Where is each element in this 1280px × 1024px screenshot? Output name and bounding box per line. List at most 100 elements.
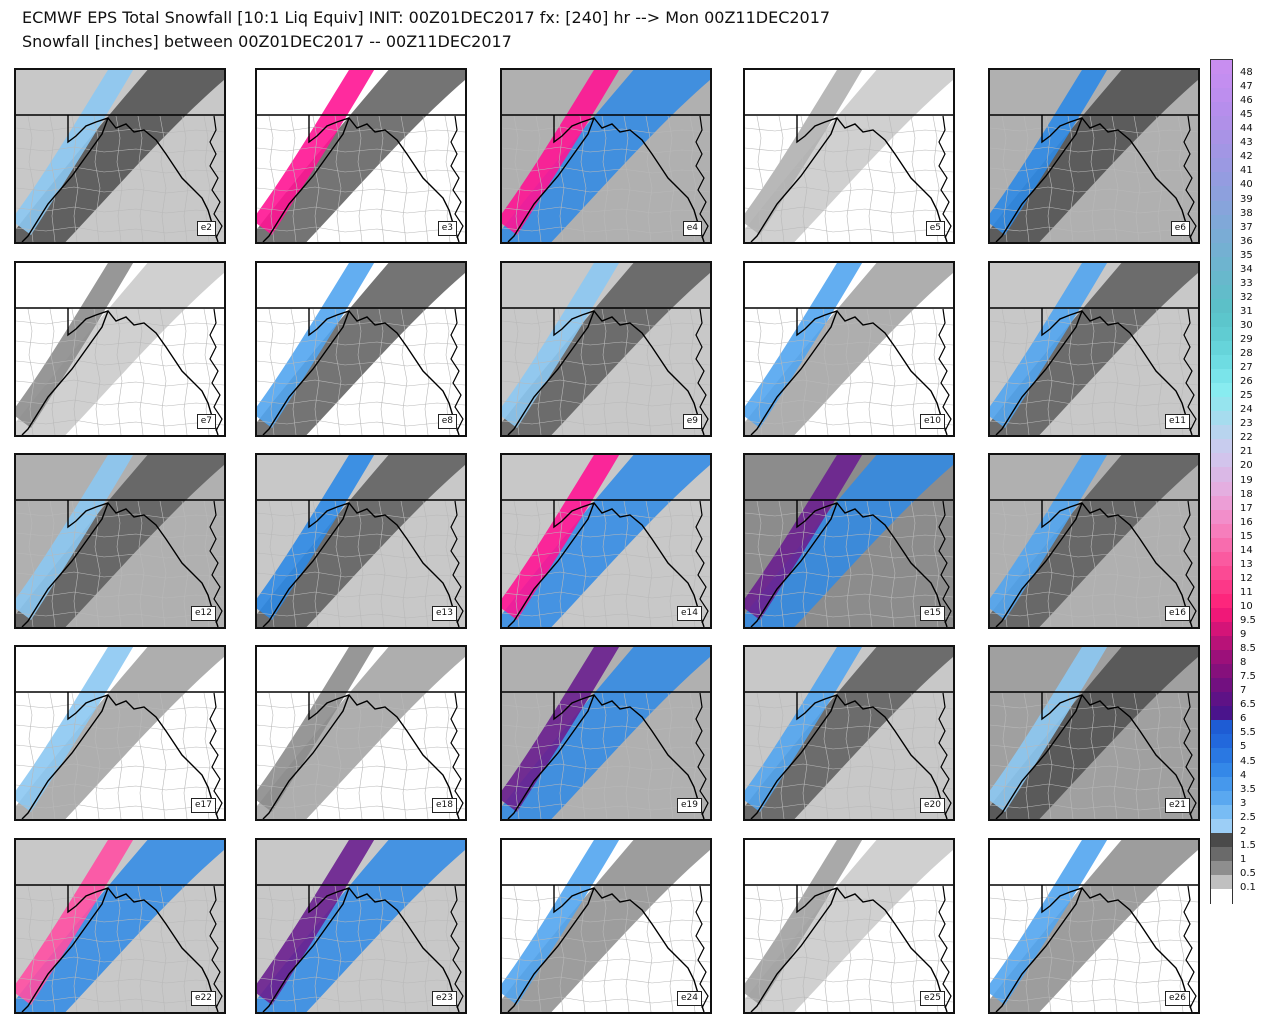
colorbar-tick-label: 26 (1240, 376, 1253, 388)
member-label: e18 (432, 798, 457, 813)
snow-band-fill (257, 647, 465, 819)
snow-band-fill (990, 70, 1198, 242)
colorbar-cell (1211, 523, 1232, 539)
colorbar-cell (1211, 888, 1232, 904)
member-label: e12 (191, 606, 216, 621)
colorbar-tick-label: 5.5 (1240, 727, 1256, 739)
snow-band-fill (745, 70, 953, 242)
ensemble-panel-e11: e11 (988, 261, 1200, 437)
colorbar-tick-label: 3.5 (1240, 783, 1256, 795)
snow-peak-fill (16, 647, 134, 812)
snow-peak-fill (745, 70, 863, 235)
colorbar-tick-label: 0.1 (1240, 881, 1256, 893)
colorbar-tick-label: 32 (1240, 291, 1253, 303)
colorbar-tick-label: 6.5 (1240, 699, 1256, 711)
coastline (450, 500, 464, 624)
state-border-line (21, 500, 219, 627)
coastline (938, 308, 952, 432)
snow-band-fill (990, 647, 1198, 819)
colorbar-cell (1211, 664, 1232, 680)
snowfall-map-e8 (257, 263, 465, 435)
county-lines (16, 115, 224, 242)
colorbar-tick-label: 19 (1240, 474, 1253, 486)
snow-band-fill (16, 840, 224, 1012)
member-label: e20 (920, 798, 945, 813)
colorbar-cell (1211, 369, 1232, 385)
snow-band-fill (990, 263, 1198, 435)
county-lines (257, 692, 465, 819)
member-label: e21 (1165, 798, 1190, 813)
snowfall-map-e19 (502, 647, 710, 819)
colorbar-tick-label: 37 (1240, 221, 1253, 233)
ensemble-panel-e26: e26 (988, 838, 1200, 1014)
colorbar-cell (1211, 200, 1232, 216)
colorbar-cell (1211, 242, 1232, 258)
snow-band-fill (502, 70, 710, 242)
snowfall-map-e6 (990, 70, 1198, 242)
snow-peak-fill (502, 263, 620, 428)
snowfall-map-e12 (16, 455, 224, 627)
coastline (450, 885, 464, 1009)
colorbar-tick-label: 8.5 (1240, 643, 1256, 655)
snow-peak-fill (502, 647, 620, 812)
snow-band-fill (16, 263, 224, 435)
member-label: e10 (920, 414, 945, 429)
colorbar-tick-label: 16 (1240, 516, 1253, 528)
colorbar-tick-label: 3 (1240, 797, 1247, 809)
coastline (209, 885, 223, 1009)
county-lines (990, 692, 1198, 819)
colorbar-tick-label: 4 (1240, 769, 1247, 781)
colorbar-tick-label: 6 (1240, 713, 1247, 725)
colorbar-cell (1211, 593, 1232, 609)
county-lines (745, 115, 953, 242)
colorbar-cell (1211, 88, 1232, 104)
state-border-line (262, 692, 460, 819)
snowfall-map-e20 (745, 647, 953, 819)
snow-band-fill (745, 840, 953, 1012)
colorbar-cell (1211, 144, 1232, 160)
county-lines (257, 115, 465, 242)
snowfall-map-e4 (502, 70, 710, 242)
colorbar-tick-label: 41 (1240, 165, 1253, 177)
colorbar-cell (1211, 481, 1232, 497)
colorbar-cell (1211, 509, 1232, 525)
colorbar-tick-label: 7 (1240, 685, 1247, 697)
colorbar-cell (1211, 439, 1232, 455)
snow-peak-fill (990, 455, 1108, 620)
coastline (209, 692, 223, 816)
snow-peak-fill (16, 70, 134, 235)
ensemble-panel-e24: e24 (500, 838, 712, 1014)
state-border-line (21, 308, 219, 435)
coastline (209, 115, 223, 239)
colorbar-tick-label: 8 (1240, 657, 1247, 669)
colorbar-tick-label: 15 (1240, 530, 1253, 542)
ensemble-panel-e14: e14 (500, 453, 712, 629)
colorbar-tick-label: 36 (1240, 235, 1253, 247)
state-border-line (262, 885, 460, 1012)
snow-band-fill (745, 647, 953, 819)
state-border-line (750, 885, 948, 1012)
colorbar-cell (1211, 678, 1232, 694)
colorbar-cell (1211, 102, 1232, 118)
coastline (938, 500, 952, 624)
snow-peak-fill (745, 840, 863, 1005)
colorbar-cell (1211, 650, 1232, 666)
ensemble-panel-e19: e19 (500, 645, 712, 821)
snowfall-map-e21 (990, 647, 1198, 819)
colorbar-tick-label: 12 (1240, 572, 1253, 584)
ensemble-panel-e22: e22 (14, 838, 226, 1014)
colorbar-tick-label: 4.5 (1240, 755, 1256, 767)
state-border-line (995, 308, 1193, 435)
colorbar-tick-label: 31 (1240, 305, 1253, 317)
county-lines (16, 308, 224, 435)
colorbar-tick-label: 22 (1240, 432, 1253, 444)
snow-peak-fill (257, 263, 375, 428)
colorbar-cell (1211, 158, 1232, 174)
state-border-line (995, 692, 1193, 819)
state-border-line (21, 692, 219, 819)
snow-band-fill (257, 455, 465, 627)
snow-peak-fill (16, 840, 134, 1005)
snowfall-map-e13 (257, 455, 465, 627)
snow-band-fill (257, 70, 465, 242)
colorbar-cell (1211, 341, 1232, 356)
